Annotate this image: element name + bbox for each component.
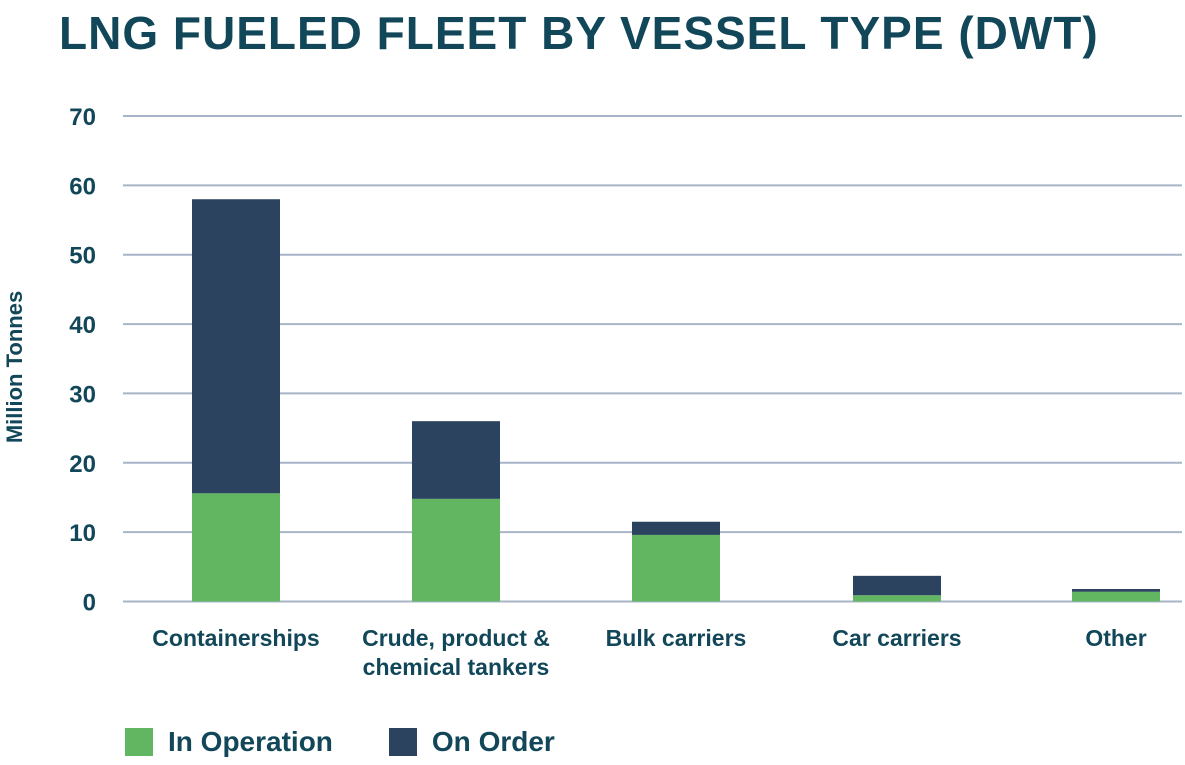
y-axis-label: Million Tonnes [2, 291, 27, 443]
x-axis-categories: Containerships Crude, product & chemical t… [152, 625, 1146, 680]
y-tick-label-10: 10 [69, 520, 96, 547]
y-axis-ticks: 0 10 20 30 40 50 60 70 [69, 104, 96, 617]
bar-on-order-2 [632, 521, 720, 535]
bar-in-operation-4 [1072, 591, 1160, 602]
y-tick-label-40: 40 [69, 312, 96, 339]
legend-swatch-on-order [388, 728, 417, 756]
bar-in-operation-0 [192, 493, 280, 602]
bar-on-order-0 [192, 199, 280, 494]
x-category-label: Car carriers [832, 625, 961, 651]
y-tick-label-20: 20 [69, 451, 96, 478]
y-tick-label-70: 70 [69, 104, 96, 131]
bar-on-order-1 [412, 421, 500, 499]
bar-on-order-4 [1072, 589, 1160, 592]
y-tick-label-30: 30 [69, 381, 96, 408]
bar-in-operation-3 [853, 595, 941, 602]
chart-title: LNG FUELED FLEET BY VESSEL TYPE (DWT) [59, 7, 1099, 59]
legend-swatch-in-operation [125, 728, 153, 756]
bar-in-operation-1 [412, 498, 500, 602]
y-tick-label-60: 60 [69, 173, 96, 200]
bar-in-operation-2 [632, 534, 720, 602]
legend: In Operation On Order [125, 726, 611, 758]
bars [192, 199, 1160, 602]
y-tick-label-0: 0 [83, 590, 96, 617]
x-category-label: Crude, product & [362, 625, 550, 651]
x-category-label: Bulk carriers [606, 625, 747, 651]
bar-on-order-3 [853, 575, 941, 596]
y-tick-label-50: 50 [69, 243, 96, 270]
legend-item-in-operation: In Operation [125, 726, 333, 758]
legend-item-on-order: On Order [388, 726, 555, 758]
x-category-label: Containerships [152, 625, 319, 651]
x-category-label: Other [1085, 625, 1146, 651]
legend-label-on-order: On Order [431, 726, 555, 757]
x-category-label: chemical tankers [363, 654, 550, 680]
legend-label-in-operation: In Operation [168, 726, 333, 757]
